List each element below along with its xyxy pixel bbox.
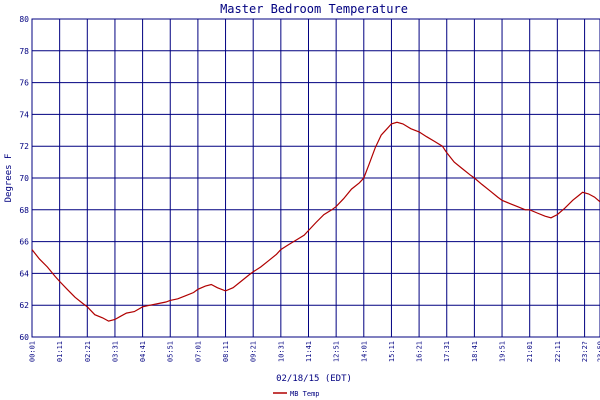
x-tick-label: 19:51 [499, 341, 507, 362]
x-tick-label: 17:31 [443, 341, 451, 362]
grid-lines [31, 18, 600, 338]
x-tick-label: 23:59 [597, 341, 600, 362]
y-tick-label: 62 [19, 301, 29, 310]
y-tick-label: 60 [19, 333, 29, 342]
y-tick-label: 70 [19, 174, 29, 183]
y-tick-label: 68 [19, 206, 29, 215]
x-tick-label: 18:41 [471, 341, 479, 362]
y-tick-labels: 60 62 64 66 68 70 72 74 76 78 80 [19, 15, 29, 342]
chart-title: Master Bedroom Temperature [220, 2, 408, 16]
x-tick-label: 14:01 [360, 341, 368, 362]
y-tick-label: 80 [19, 15, 29, 24]
x-tick-label: 07:01 [194, 341, 202, 362]
x-axis-label: 02/18/15 (EDT) [276, 374, 352, 384]
y-tick-label: 72 [19, 142, 29, 151]
x-tick-label: 22:11 [554, 341, 562, 362]
y-tick-label: 76 [19, 79, 29, 88]
y-tick-label: 64 [19, 269, 29, 278]
x-tick-label: 03:31 [111, 341, 119, 362]
x-tick-label: 04:41 [139, 341, 147, 362]
legend-label: MB Temp [290, 390, 320, 398]
series-line-mb-temp [31, 121, 600, 322]
x-tick-label: 11:41 [305, 341, 313, 362]
y-tick-label: 78 [19, 47, 29, 56]
x-tick-labels: 00:01 01:11 02:21 03:31 04:41 05:51 07:01 08:11… [29, 341, 600, 362]
x-tick-label: 02:21 [84, 341, 92, 362]
x-tick-label: 09:21 [250, 341, 258, 362]
x-tick-label: 12:51 [333, 341, 341, 362]
x-tick-label: 00:01 [29, 341, 37, 362]
x-tick-label: 15:11 [388, 341, 396, 362]
x-tick-label: 16:21 [416, 341, 424, 362]
y-axis-label: Degrees F [4, 154, 14, 203]
y-tick-label: 66 [19, 238, 29, 247]
x-tick-label: 23:2? [581, 341, 589, 362]
x-tick-label: 08:11 [222, 341, 230, 362]
x-tick-label: 21:01 [526, 341, 534, 362]
y-tick-label: 74 [19, 110, 29, 119]
x-tick-label: 10:31 [277, 341, 285, 362]
x-tick-label: 01:11 [56, 341, 64, 362]
x-tick-label: 05:51 [167, 341, 175, 362]
legend: MB Temp [273, 390, 320, 398]
